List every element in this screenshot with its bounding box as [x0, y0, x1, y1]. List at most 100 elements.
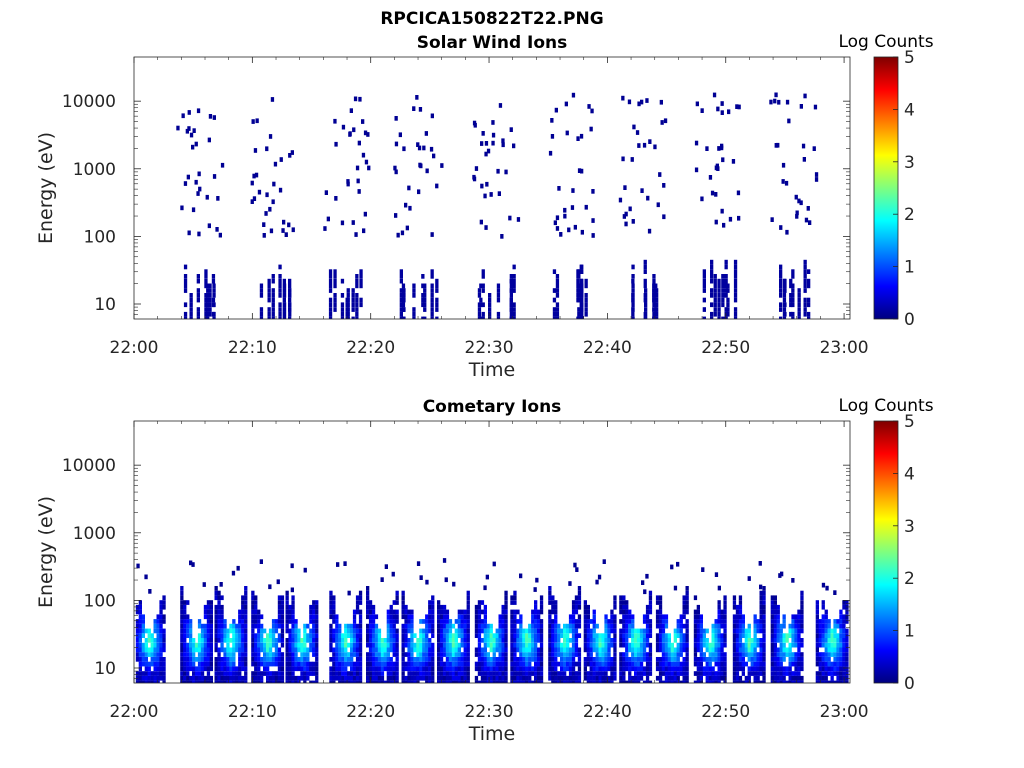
heatmap-cell — [534, 647, 538, 653]
heatmap-cell — [344, 638, 348, 643]
heatmap-cell — [257, 652, 261, 657]
heatmap-cell — [394, 141, 399, 147]
heatmap-cell — [361, 152, 366, 158]
heatmap-cell — [477, 647, 482, 653]
heatmap-cell — [209, 680, 213, 683]
heatmap-cell — [294, 623, 298, 629]
heatmap-cells-solar-wind — [176, 92, 819, 319]
heatmap-cell — [277, 647, 282, 653]
heatmap-cell — [214, 595, 218, 601]
heatmap-cell — [710, 316, 714, 319]
heatmap-cell — [613, 623, 617, 629]
heatmap-cell — [278, 307, 282, 312]
heatmap-cell — [448, 661, 453, 667]
heatmap-cell — [371, 638, 376, 643]
heatmap-cell — [637, 628, 641, 634]
heatmap-cell — [386, 666, 390, 672]
heatmap-cell — [583, 619, 587, 624]
heatmap-cell — [577, 269, 581, 274]
colorbar-tick-label: 5 — [904, 412, 915, 432]
heatmap-cell — [710, 288, 714, 293]
heatmap-cell — [238, 652, 242, 657]
heatmap-cell — [389, 647, 393, 653]
heatmap-cell — [727, 109, 731, 115]
heatmap-cell — [413, 642, 417, 648]
heatmap-cell — [818, 661, 822, 667]
heatmap-cell — [209, 609, 213, 615]
heatmap-cell — [355, 633, 360, 638]
heatmap-cell — [577, 623, 582, 629]
heatmap-cell — [770, 604, 774, 610]
heatmap-cell — [693, 619, 698, 624]
heatmap-cell — [845, 600, 849, 605]
heatmap-cell — [619, 638, 623, 643]
heatmap-cell — [401, 647, 405, 653]
heatmap-cell — [430, 288, 434, 293]
heatmap-cell — [830, 661, 834, 667]
heatmap-cell — [257, 638, 261, 643]
heatmap-cell — [656, 202, 660, 208]
heatmap-cell — [584, 283, 588, 289]
heatmap-cell — [622, 657, 626, 662]
heatmap-cell — [352, 614, 357, 620]
heatmap-cell — [525, 671, 529, 676]
heatmap-cell — [271, 288, 275, 293]
heatmap-cell — [512, 316, 516, 319]
heatmap-cell — [329, 680, 333, 683]
heatmap-cell — [425, 661, 429, 667]
heatmap-cell — [803, 274, 807, 279]
heatmap-cell — [645, 675, 650, 681]
heatmap-cell — [589, 657, 593, 662]
heatmap-cell — [738, 623, 743, 629]
heatmap-cell — [480, 652, 485, 657]
heatmap-cell — [554, 666, 558, 672]
heatmap-cell — [699, 666, 703, 672]
heatmap-cell — [214, 642, 218, 648]
heatmap-cell — [209, 628, 213, 634]
heatmap-cell — [504, 623, 508, 629]
heatmap-cell — [604, 661, 608, 667]
heatmap-cell — [204, 293, 208, 298]
heatmap-cell — [710, 311, 714, 317]
heatmap-cell — [250, 199, 254, 204]
heatmap-cell — [554, 638, 558, 643]
heatmap-cell — [705, 666, 709, 672]
heatmap-cell — [827, 619, 831, 624]
heatmap-cell — [257, 666, 261, 672]
heatmap-cell — [571, 600, 576, 605]
heatmap-cell — [394, 116, 398, 121]
heatmap-cell — [821, 604, 825, 610]
heatmap-cell — [776, 680, 780, 683]
heatmap-cell — [836, 619, 840, 624]
heatmap-cell — [607, 652, 611, 657]
heatmap-cell — [254, 652, 258, 657]
heatmap-cell — [552, 307, 557, 312]
heatmap-cell — [676, 633, 680, 638]
heatmap-cell — [619, 657, 623, 662]
heatmap-cell — [189, 680, 193, 683]
heatmap-cell — [445, 633, 450, 638]
heatmap-cell — [235, 675, 239, 681]
heatmap-cell — [280, 666, 285, 672]
heatmap-cell — [355, 283, 359, 289]
heatmap-cell — [794, 194, 798, 200]
heatmap-cell — [203, 623, 208, 629]
heatmap-cell — [566, 680, 570, 683]
heatmap-cell — [776, 666, 780, 672]
heatmap-cell — [251, 595, 255, 601]
heatmap-cell — [586, 609, 590, 615]
heatmap-cell — [344, 652, 348, 657]
heatmap-cell — [431, 623, 435, 629]
heatmap-cell — [259, 307, 264, 312]
heatmap-cell — [474, 166, 479, 171]
heatmap-cell — [717, 600, 721, 605]
heatmap-cell — [377, 671, 382, 676]
heatmap-cell — [794, 657, 798, 662]
heatmap-cell — [377, 638, 382, 643]
heatmap-cell — [642, 671, 647, 676]
heatmap-cell — [452, 581, 456, 587]
heatmap-cell — [268, 206, 272, 212]
heatmap-cell — [315, 652, 319, 657]
heatmap-cell — [271, 671, 276, 676]
